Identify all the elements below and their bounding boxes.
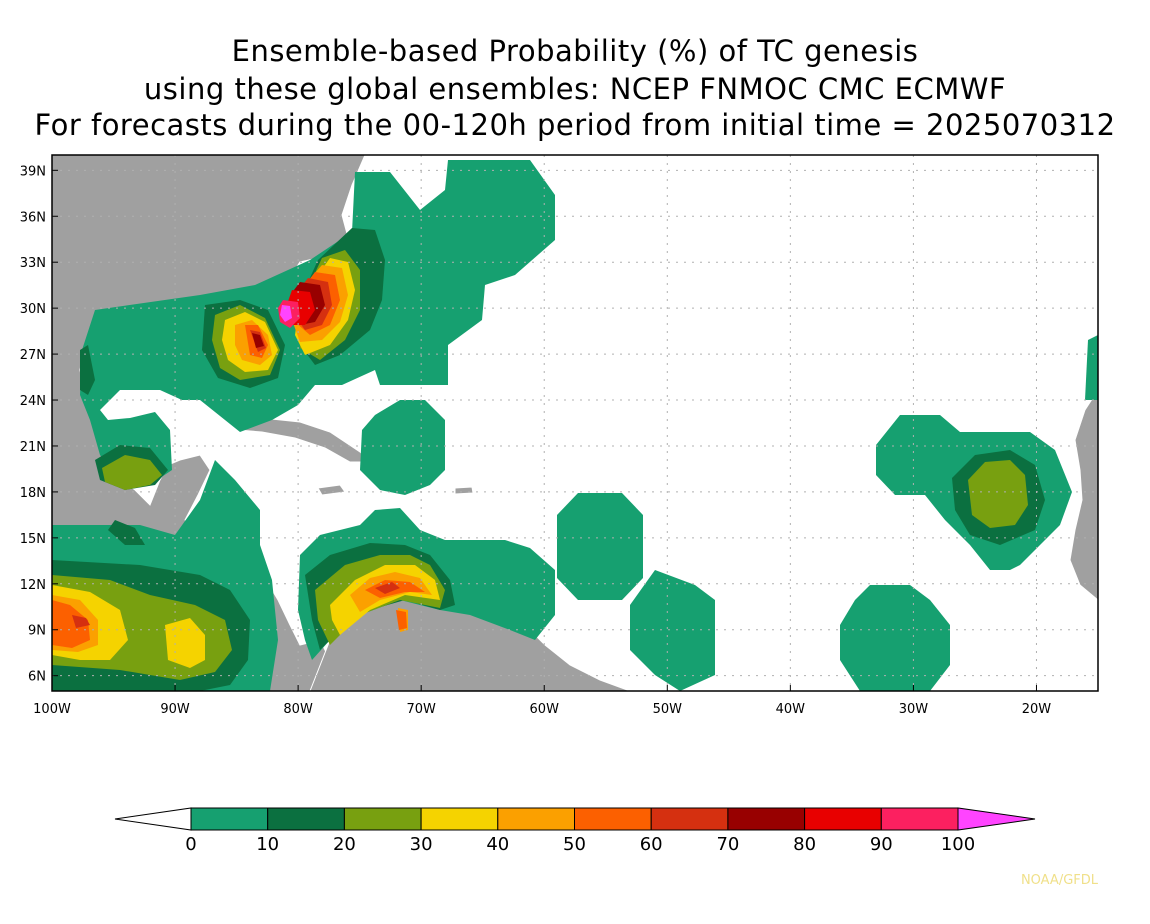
lon-label: 60W: [530, 702, 560, 717]
colorbar-box: [804, 807, 882, 831]
colorbar-label: 40: [486, 834, 509, 855]
colorbar-box: [650, 807, 729, 831]
colorbar-box: [267, 807, 345, 831]
lon-label: 80W: [283, 702, 313, 717]
lat-label: 39N: [20, 164, 46, 179]
title-line-3: For forecasts during the 00-120h period …: [34, 108, 1116, 142]
lon-label: 70W: [406, 702, 436, 717]
lat-label: 15N: [20, 532, 46, 547]
colorbar-box: [574, 807, 652, 831]
longitude-labels: 100W 90W 80W 70W 60W 50W 40W 30W 20W: [33, 685, 1051, 717]
lat-label: 18N: [20, 486, 46, 501]
colorbar-label: 30: [410, 834, 433, 855]
colorbar-box: [880, 807, 959, 831]
colorbar-label: 70: [716, 834, 739, 855]
lat-label: 27N: [20, 348, 46, 363]
lat-label: 21N: [20, 440, 46, 455]
colorbar-box: [497, 807, 575, 831]
lat-label: 36N: [20, 210, 46, 225]
colorbar-label: 60: [640, 834, 663, 855]
probability-contours: [52, 160, 1098, 691]
colorbar-label: 50: [563, 834, 586, 855]
lat-label: 24N: [20, 394, 46, 409]
lon-label: 50W: [653, 702, 683, 717]
lon-label: 30W: [899, 702, 929, 717]
lat-label: 6N: [28, 670, 46, 685]
title-line-1: Ensemble-based Probability (%) of TC gen…: [231, 34, 919, 68]
colorbar-box: [190, 807, 269, 831]
map-grid: [52, 155, 1098, 691]
colorbar-label: 90: [870, 834, 893, 855]
lon-label: 40W: [776, 702, 806, 717]
probability-map: 39N 36N 33N 30N 27N 24N 21N 18N 15N 12N 9N 6N 100W 9…: [20, 154, 1099, 717]
credit-label: NOAA/GFDL: [1020, 873, 1098, 888]
colorbar-label: 0: [185, 834, 196, 855]
colorbar-label: 80: [793, 834, 816, 855]
colorbar-box: [343, 807, 422, 831]
lat-label: 30N: [20, 302, 46, 317]
latitude-labels: 39N 36N 33N 30N 27N 24N 21N 18N 15N 12N 9N 6N: [20, 164, 58, 685]
lat-label: 12N: [20, 578, 46, 593]
lat-label: 33N: [20, 256, 46, 271]
colorbar-under-arrow: [114, 807, 192, 831]
colorbar-box: [420, 807, 499, 831]
lon-label: 90W: [160, 702, 190, 717]
lon-label: 100W: [33, 702, 71, 717]
lat-label: 9N: [28, 624, 46, 639]
title-line-2: using these global ensembles: NCEP FNMOC…: [143, 72, 1007, 106]
colorbar-box: [727, 807, 806, 831]
map-frame: [51, 154, 1099, 692]
colorbar-label: 100: [941, 834, 975, 855]
colorbar-label: 20: [333, 834, 356, 855]
colorbar-over-arrow: [957, 807, 1036, 831]
lon-label: 20W: [1022, 702, 1052, 717]
colorbar-label: 10: [256, 834, 279, 855]
